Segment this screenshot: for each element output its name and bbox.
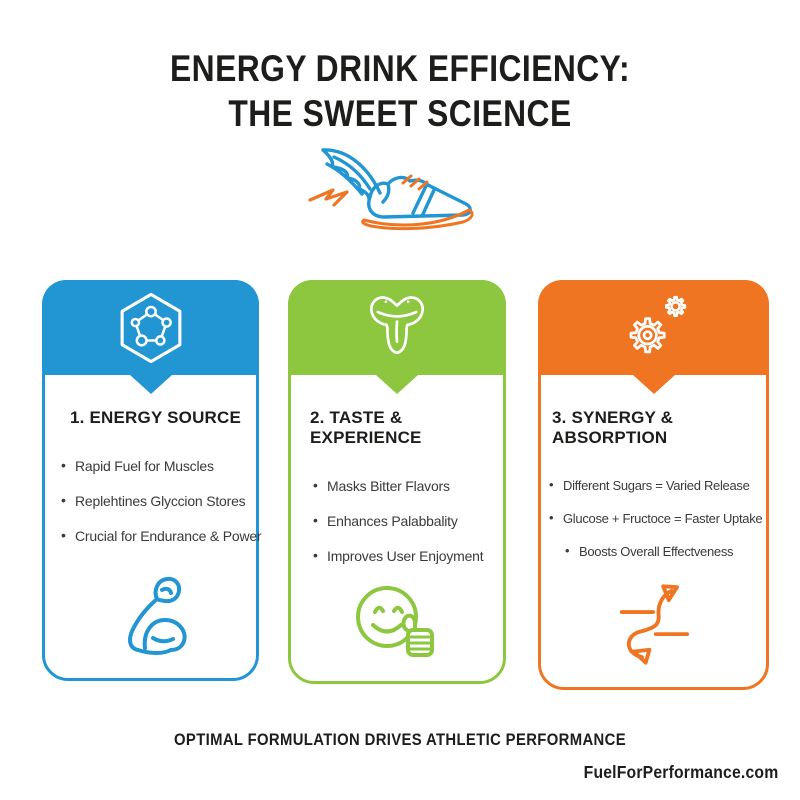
page-title-line2: THE SWEET SCIENCE — [228, 93, 572, 135]
bullet-item: Glucose + Fructoce = Faster Uptake — [549, 510, 766, 526]
smiley-thumbs-up-icon — [347, 577, 447, 667]
header-pointer — [632, 375, 675, 394]
card-synergy-absorption-title: 3. SYNERGY & ABSORPTION — [552, 408, 674, 447]
card-energy-source-title: 1. ENERGY SOURCE — [70, 408, 242, 427]
bullet-item: Rapid Fuel for Muscles — [61, 457, 256, 474]
bullet-item: Improves User Enjoyment — [313, 547, 503, 564]
gears-icon — [612, 288, 696, 368]
molecule-hexagon-icon — [112, 289, 190, 367]
card-taste-experience-bullets: Masks Bitter Flavors Enhances Palabbalit… — [291, 477, 503, 564]
page-title: ENERGY DRINK EFFICIENCY: THE SWEET SCIEN… — [56, 46, 744, 136]
bullet-item: Crucial for Endurance & Power — [61, 527, 262, 544]
card-taste-experience-title: 2. TASTE & EXPERIENCE — [310, 408, 422, 447]
bullet-item: Boosts Overall Effectveness — [565, 543, 766, 559]
shuffle-arrows-icon — [608, 575, 700, 673]
page-title-line1: ENERGY DRINK EFFICIENCY: — [170, 48, 630, 89]
bullet-item: Different Sugars = Varied Release — [549, 477, 766, 493]
bullet-item: Enhances Palabbality — [313, 512, 503, 529]
card-taste-experience-header — [288, 280, 506, 394]
footer-tagline: OPTIMAL FORMULATION DRIVES ATHLETIC PERF… — [174, 731, 626, 749]
tongue-mouth-icon — [357, 288, 437, 368]
card-synergy-absorption-bullets: Different Sugars = Varied Release Glucos… — [541, 477, 766, 559]
header-pointer — [376, 375, 418, 394]
card-energy-source-bullets: Rapid Fuel for Muscles Replehtines Glycc… — [45, 457, 262, 544]
card-taste-experience: 2. TASTE & EXPERIENCE Masks Bitter Flavo… — [288, 280, 506, 684]
card-energy-source: 1. ENERGY SOURCE Rapid Fuel for Muscles … — [42, 280, 262, 681]
bullet-item: Masks Bitter Flavors — [313, 477, 503, 494]
bullet-item: Replehtines Glyccion Stores — [61, 492, 256, 509]
header-pointer — [129, 375, 172, 394]
card-synergy-absorption-header — [538, 280, 769, 394]
card-synergy-absorption: 3. SYNERGY & ABSORPTION Different Sugars… — [538, 280, 769, 690]
card-energy-source-header — [42, 280, 259, 394]
bicep-flex-icon — [101, 569, 201, 664]
winged-running-shoe-icon — [300, 136, 500, 248]
footer-website: FuelForPerformance.com — [583, 762, 778, 782]
